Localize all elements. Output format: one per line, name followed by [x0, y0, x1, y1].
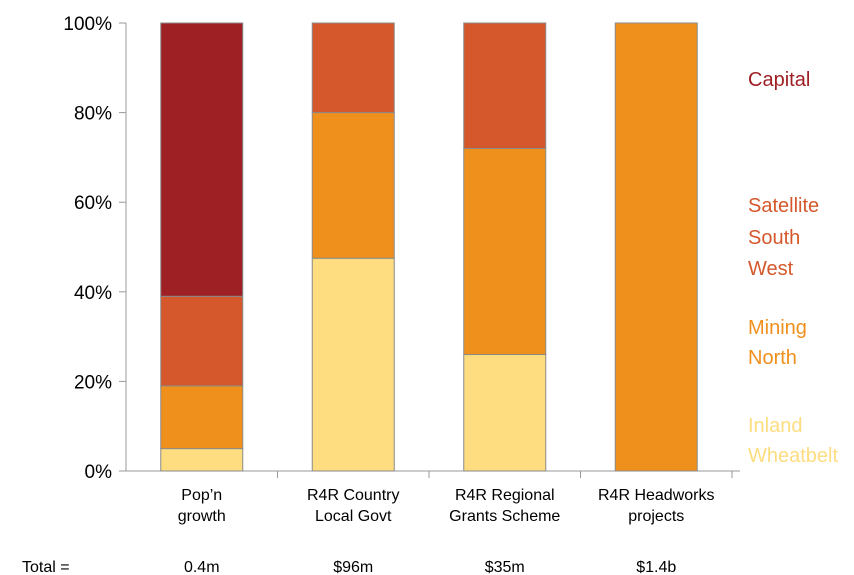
bar-segment — [160, 385, 244, 450]
x-category-label: Pop’n — [181, 487, 222, 504]
legend-label: South — [748, 227, 800, 249]
bar-segment — [311, 112, 395, 259]
legend-label: Wheatbelt — [748, 445, 838, 467]
totals-row-label: Total = — [22, 559, 70, 575]
y-tick-label: 0% — [85, 462, 113, 483]
bar-segment — [463, 354, 547, 472]
bar-segment — [160, 22, 244, 297]
bar-segment — [311, 22, 395, 114]
legend-label: Capital — [748, 69, 810, 91]
bar-segment — [160, 448, 244, 472]
total-value: $96m — [333, 559, 373, 575]
bar-segment — [463, 22, 547, 149]
total-value: $1.4b — [636, 559, 676, 575]
legend-label: West — [748, 258, 794, 280]
bar-segment — [614, 22, 698, 472]
bar-segment — [160, 295, 244, 387]
x-category-label: R4R Regional — [455, 487, 555, 504]
legend-label: Inland — [748, 415, 803, 437]
y-tick-label: 60% — [74, 193, 112, 214]
x-category-label: R4R Country — [307, 487, 399, 504]
x-category-label: projects — [628, 508, 684, 525]
total-value: $35m — [485, 559, 525, 575]
x-category-label: growth — [178, 508, 226, 525]
y-tick-label: 40% — [74, 283, 112, 304]
total-value: 0.4m — [184, 559, 220, 575]
x-category-label: Grants Scheme — [449, 508, 560, 525]
y-tick-label: 20% — [74, 372, 112, 393]
legend-label: Satellite — [748, 195, 819, 217]
y-tick-label: 80% — [74, 104, 112, 125]
bar-segment — [311, 257, 395, 472]
x-category-label: Local Govt — [315, 508, 392, 525]
bar-segment — [463, 147, 547, 356]
legend-label: North — [748, 347, 797, 369]
x-category-label: R4R Headworks — [598, 487, 714, 504]
legend-label: Mining — [748, 317, 807, 339]
y-tick-label: 100% — [63, 14, 112, 35]
